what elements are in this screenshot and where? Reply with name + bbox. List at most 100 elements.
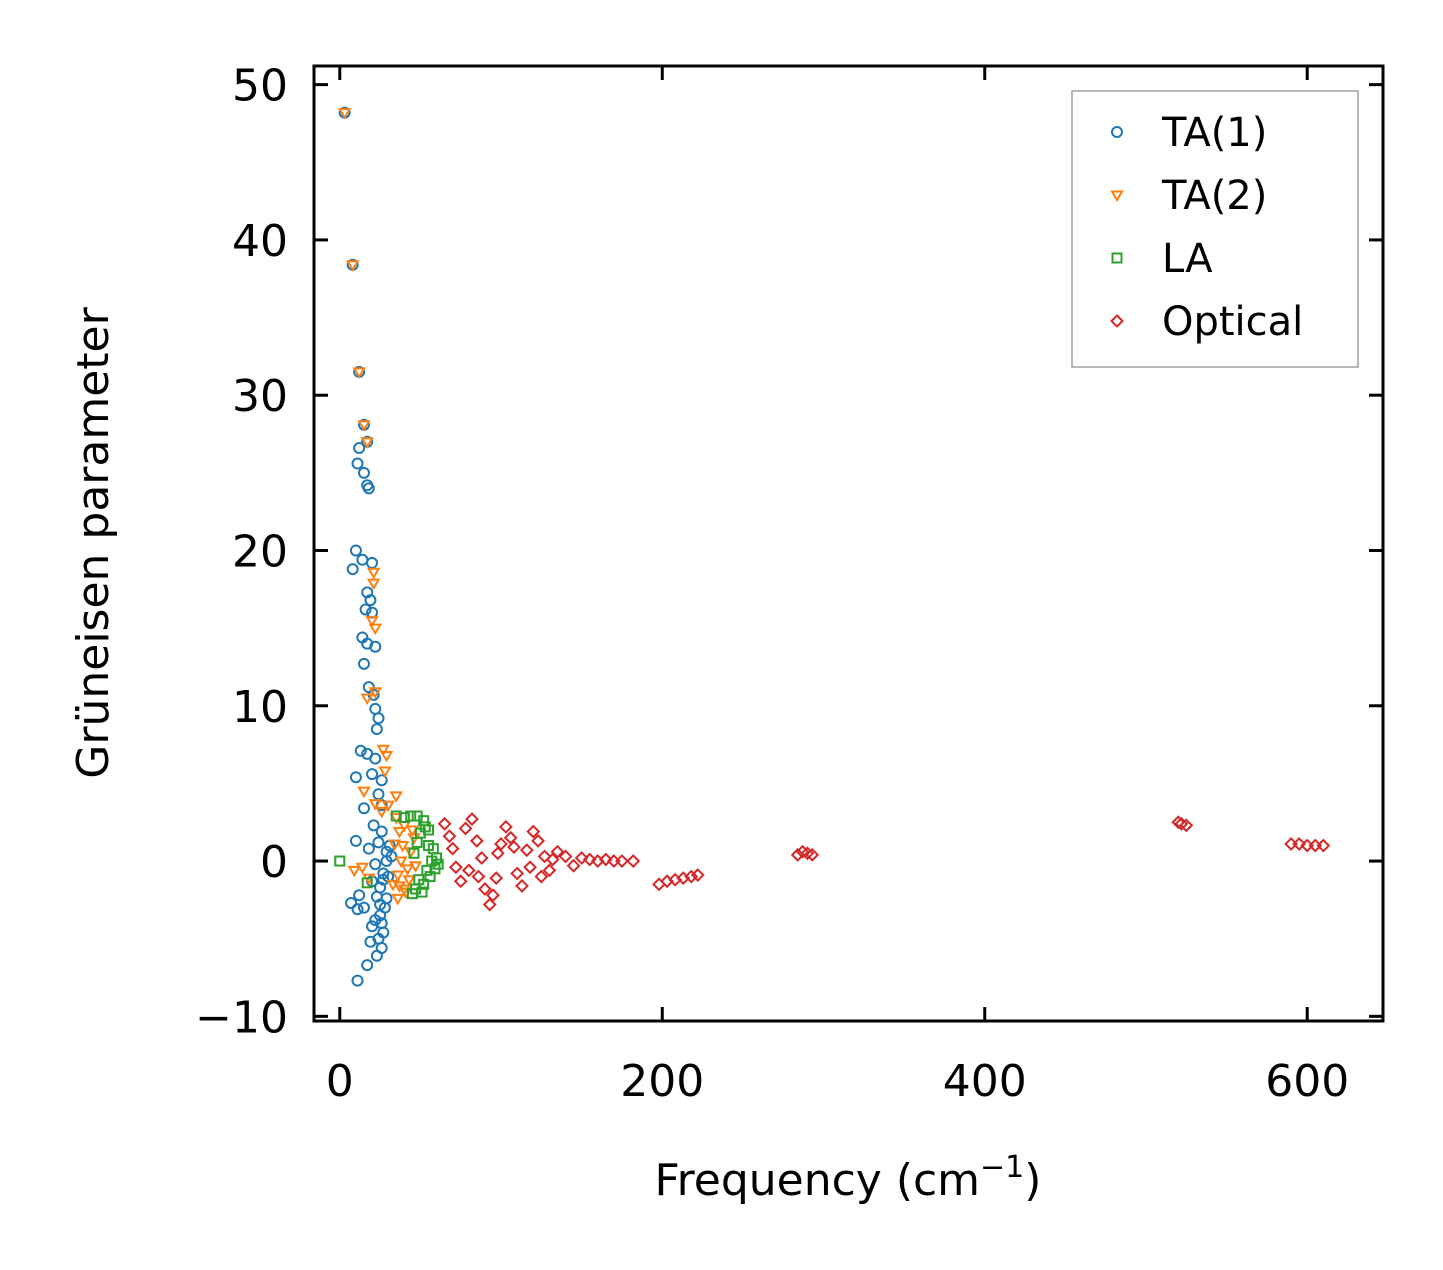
series-optical <box>437 812 1331 912</box>
data-point <box>418 878 430 890</box>
legend-marker <box>1110 190 1124 202</box>
data-point <box>526 824 541 839</box>
data-point <box>389 813 403 825</box>
y-tick-label: 50 <box>232 61 288 112</box>
data-point <box>1316 838 1331 853</box>
data-point <box>334 855 346 867</box>
data-point <box>395 841 410 853</box>
data-point <box>494 837 508 851</box>
data-point <box>345 260 360 272</box>
data-point <box>534 869 549 884</box>
data-point <box>364 935 377 948</box>
data-point <box>362 482 375 495</box>
tick-labels: 0 200 400 600 −10 0 10 20 30 40 50 <box>195 61 1349 1107</box>
data-point <box>362 842 375 855</box>
data-point <box>550 844 565 859</box>
y-axis-label: Grüneisen parameter <box>68 306 119 778</box>
x-axis-label-close: ) <box>1024 1155 1041 1206</box>
data-point <box>391 893 405 906</box>
data-point <box>361 959 374 972</box>
data-point <box>357 657 370 670</box>
data-point <box>357 786 371 799</box>
data-point <box>351 974 364 987</box>
data-point <box>369 640 382 653</box>
data-point <box>615 854 629 868</box>
data-point <box>566 858 581 873</box>
data-point <box>349 544 362 557</box>
data-point <box>392 827 407 839</box>
data-point <box>574 851 589 865</box>
data-point <box>474 851 489 865</box>
data-point <box>370 949 383 962</box>
data-point <box>537 849 552 864</box>
data-point <box>376 744 391 757</box>
data-point <box>351 903 364 916</box>
data-point <box>375 825 388 838</box>
legend-label: Optical <box>1162 299 1303 345</box>
data-point <box>352 367 366 379</box>
data-point <box>448 860 463 875</box>
y-tick-label: 0 <box>260 837 288 888</box>
data-point <box>490 846 505 861</box>
data-point <box>369 914 382 927</box>
data-point <box>365 615 379 628</box>
legend-marker <box>1111 126 1123 138</box>
data-point <box>347 865 362 878</box>
data-point <box>507 840 521 854</box>
data-point <box>372 836 385 849</box>
axis-ticks <box>314 66 1383 1021</box>
data-point <box>374 806 389 819</box>
data-point <box>402 875 416 887</box>
data-point <box>353 442 366 454</box>
data-point <box>465 812 479 827</box>
data-point <box>381 800 395 813</box>
data-point <box>368 799 383 811</box>
data-point <box>1179 818 1194 833</box>
x-tick-label: 600 <box>1265 1056 1349 1107</box>
data-point <box>394 856 408 869</box>
data-point <box>408 847 420 859</box>
data-point <box>372 712 385 725</box>
data-point <box>357 901 370 914</box>
y-tick-label: 10 <box>232 682 288 733</box>
data-point <box>432 858 444 870</box>
data-point <box>366 567 381 580</box>
data-point <box>469 833 484 848</box>
data-point <box>387 839 402 851</box>
data-point <box>380 855 393 868</box>
legend-marker <box>1111 252 1123 264</box>
data-point <box>545 852 560 867</box>
data-point <box>361 877 373 889</box>
data-point <box>379 750 394 763</box>
data-point <box>503 830 518 845</box>
data-point <box>805 847 820 862</box>
data-point <box>510 866 525 881</box>
data-point <box>515 878 529 893</box>
data-point <box>364 594 377 607</box>
data-point <box>422 824 434 836</box>
x-tick-label: 200 <box>620 1056 704 1107</box>
data-point <box>431 852 443 864</box>
y-tick-label: 30 <box>232 371 288 422</box>
data-point <box>531 833 546 848</box>
data-point <box>458 821 473 836</box>
data-point <box>453 874 468 889</box>
data-point <box>1171 815 1186 830</box>
series-la <box>334 810 444 900</box>
legend-label: LA <box>1162 236 1213 282</box>
x-axis-label: Frequency (cm−1) <box>655 1150 1042 1206</box>
data-point <box>345 896 358 909</box>
data-point <box>392 881 407 893</box>
legend-label: TA(1) <box>1161 110 1267 156</box>
data-point <box>355 862 370 875</box>
data-point <box>419 821 431 833</box>
data-point <box>519 843 534 858</box>
data-point <box>389 791 403 803</box>
series-ta-2 <box>337 108 423 906</box>
data-point <box>1292 837 1307 851</box>
x-tick-label: 400 <box>943 1056 1027 1107</box>
data-point <box>684 869 699 884</box>
data-point <box>349 834 362 847</box>
x-tick-label: 0 <box>326 1056 354 1107</box>
